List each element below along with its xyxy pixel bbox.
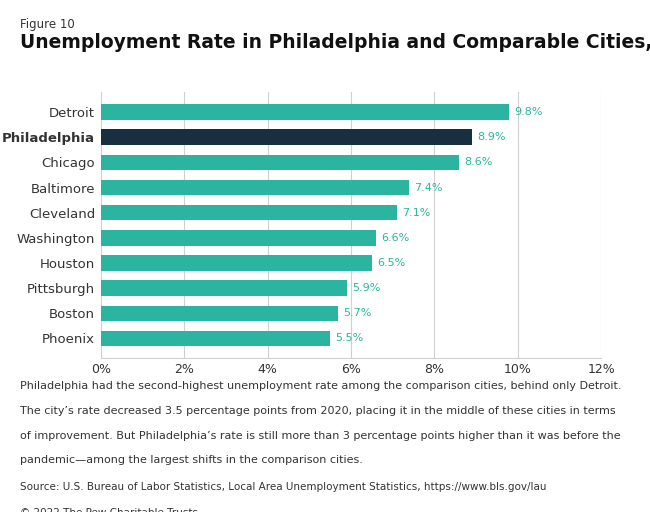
Bar	[101, 255, 372, 271]
Text: 5.9%: 5.9%	[352, 283, 380, 293]
Text: © 2022 The Pew Charitable Trusts: © 2022 The Pew Charitable Trusts	[20, 508, 198, 512]
Bar	[101, 281, 347, 296]
Text: 5.5%: 5.5%	[335, 333, 363, 344]
Text: pandemic—among the largest shifts in the comparison cities.: pandemic—among the largest shifts in the…	[20, 455, 363, 465]
Text: Figure 10: Figure 10	[20, 18, 74, 31]
Text: The city’s rate decreased 3.5 percentage points from 2020, placing it in the mid: The city’s rate decreased 3.5 percentage…	[20, 406, 615, 416]
Text: 7.1%: 7.1%	[402, 208, 430, 218]
Text: Source: U.S. Bureau of Labor Statistics, Local Area Unemployment Statistics, htt: Source: U.S. Bureau of Labor Statistics,…	[20, 482, 546, 493]
Text: 5.7%: 5.7%	[343, 308, 372, 318]
Bar	[101, 205, 397, 221]
Text: 6.6%: 6.6%	[381, 233, 410, 243]
Bar	[101, 306, 339, 321]
Text: 8.6%: 8.6%	[465, 157, 493, 167]
Bar	[101, 230, 376, 246]
Text: of improvement. But Philadelphia’s rate is still more than 3 percentage points h: of improvement. But Philadelphia’s rate …	[20, 431, 620, 441]
Bar	[101, 331, 330, 346]
Text: Unemployment Rate in Philadelphia and Comparable Cities, 2021: Unemployment Rate in Philadelphia and Co…	[20, 33, 650, 52]
Text: 8.9%: 8.9%	[477, 132, 506, 142]
Bar	[101, 104, 510, 120]
Bar	[101, 180, 410, 196]
Text: 6.5%: 6.5%	[377, 258, 405, 268]
Bar	[101, 130, 472, 145]
Text: 7.4%: 7.4%	[415, 183, 443, 193]
Text: 9.8%: 9.8%	[515, 107, 543, 117]
Bar	[101, 155, 460, 170]
Text: Philadelphia had the second-highest unemployment rate among the comparison citie: Philadelphia had the second-highest unem…	[20, 381, 621, 392]
